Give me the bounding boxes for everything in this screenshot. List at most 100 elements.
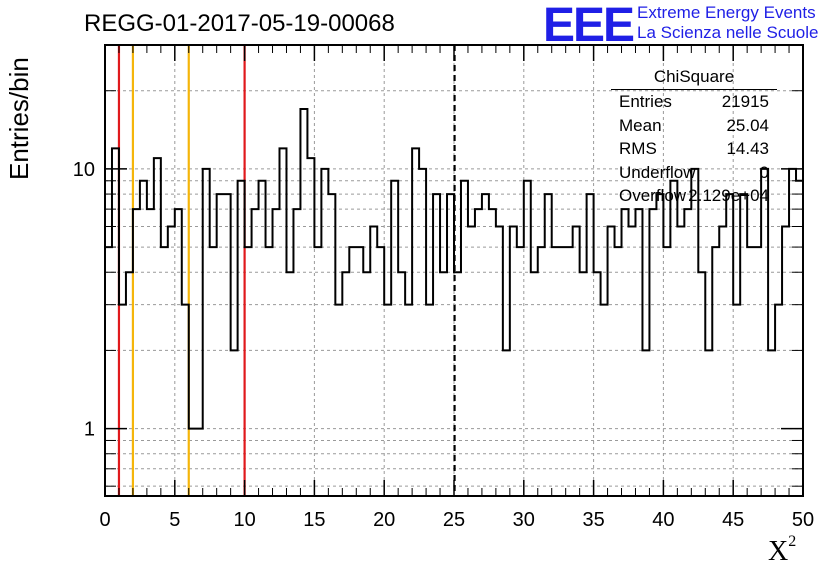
stats-box: ChiSquare Entries 21915 Mean 25.04 RMS 1…: [611, 67, 777, 208]
histogram-bin: [608, 227, 615, 496]
histogram-bin: [754, 247, 761, 496]
tick-labels: 0 5 10 15 20 25 30 35 40 45 50 1 10: [73, 159, 814, 531]
histogram-bin: [300, 109, 307, 496]
histogram-bin: [559, 247, 566, 496]
y-axis-label: Entries/bin: [4, 57, 34, 180]
histogram-bin: [461, 181, 468, 496]
histogram-bin: [266, 247, 273, 496]
histogram-bin: [252, 209, 259, 496]
histogram-bin: [775, 305, 782, 496]
stats-value: 21915: [721, 92, 769, 111]
stats-value: 2.129e+04: [688, 186, 769, 205]
histogram-bin: [391, 181, 398, 496]
histogram-bin: [412, 148, 419, 496]
histogram-bin: [335, 305, 342, 496]
histogram-bin: [293, 209, 300, 496]
histogram-bin: [468, 227, 475, 496]
histogram-bin: [524, 181, 531, 496]
histogram-bin: [321, 169, 328, 496]
x-tick-label: 40: [652, 509, 674, 531]
histogram-bin: [489, 209, 496, 496]
histogram-bin: [601, 305, 608, 496]
logo-line-2: La Scienza nelle Scuole: [637, 23, 819, 42]
x-tick-label: 0: [99, 509, 110, 531]
histogram-bin: [622, 209, 629, 496]
stats-row-rms: RMS 14.43: [611, 137, 777, 161]
stats-value: 25.04: [726, 115, 769, 135]
histogram-bin: [712, 247, 719, 496]
stats-row-entries: Entries 21915: [611, 90, 777, 114]
histogram-bin: [677, 227, 684, 496]
stats-value: 0: [759, 162, 769, 182]
histogram-bin: [161, 247, 168, 496]
x-tick-label: 45: [722, 509, 744, 531]
histogram-bin: [356, 247, 363, 496]
histogram-bin: [405, 305, 412, 496]
x-tick-label: 25: [443, 509, 465, 531]
histogram-bin: [691, 169, 698, 496]
histogram-bin: [140, 181, 147, 496]
histogram-bin: [426, 305, 433, 496]
histogram-bin: [531, 272, 538, 496]
histogram-bin: [789, 169, 796, 496]
histogram-bin: [615, 247, 622, 496]
histogram-bin: [363, 272, 370, 496]
histogram-bin: [342, 272, 349, 496]
histogram-bin: [670, 181, 677, 496]
histogram-bin: [286, 272, 293, 496]
x-axis-label-superscript: 2: [788, 532, 797, 550]
stats-key: Overflow: [619, 186, 687, 205]
histogram-bin: [768, 350, 775, 496]
histogram-bin: [259, 181, 266, 496]
stats-row-mean: Mean 25.04: [611, 114, 777, 138]
histogram-bin: [566, 247, 573, 496]
histogram-bin: [203, 169, 210, 496]
histogram-outline: [104, 108, 804, 496]
y-tick-label: 10: [73, 159, 95, 181]
histogram-bin: [733, 305, 740, 496]
histogram-bin: [663, 247, 670, 496]
histogram-bin: [510, 227, 517, 496]
histogram-bin: [740, 194, 747, 496]
stats-row-underflow: Underflow 0: [611, 161, 777, 185]
histogram-bin: [419, 169, 426, 496]
axis-ticks: [104, 44, 804, 496]
y-tick-label: 1: [84, 419, 95, 441]
histogram-bin: [698, 272, 705, 496]
x-axis-label-base: X: [768, 536, 789, 567]
stats-key: Underflow: [619, 162, 696, 182]
histogram-bin: [594, 272, 601, 496]
histogram-bin: [726, 194, 733, 496]
histogram-bin: [545, 194, 552, 496]
histogram-bin: [496, 227, 503, 496]
histogram-bin: [447, 194, 454, 496]
x-tick-label: 20: [373, 509, 395, 531]
histogram-bin: [684, 209, 691, 496]
histogram-bin: [782, 227, 789, 496]
histogram-bin: [433, 194, 440, 496]
histogram-bin: [747, 247, 754, 496]
histogram-bin: [705, 350, 712, 496]
stats-row-overflow: Overflow 2.129e+04: [611, 184, 777, 208]
histogram-bin: [440, 272, 447, 496]
x-tick-label: 15: [303, 509, 325, 531]
histogram-bin: [503, 350, 510, 496]
histogram-bin: [398, 272, 405, 496]
histogram-bin: [629, 227, 636, 496]
histogram-bin: [475, 209, 482, 496]
stats-value: 14.43: [726, 139, 769, 158]
histogram-bin: [105, 247, 112, 496]
x-tick-label: 50: [792, 509, 814, 531]
x-axis-label: X2: [768, 532, 797, 568]
stats-title: ChiSquare: [611, 67, 777, 90]
histogram-bin: [517, 247, 524, 496]
x-tick-label: 35: [582, 509, 604, 531]
histogram-bin: [231, 350, 238, 496]
histogram-bin: [573, 227, 580, 496]
histogram-bin: [377, 247, 384, 496]
histogram-bin: [175, 209, 182, 496]
histogram-bin: [642, 350, 649, 496]
logo-line-1: Extreme Energy Events: [637, 3, 816, 22]
histogram-bin: [168, 227, 175, 496]
